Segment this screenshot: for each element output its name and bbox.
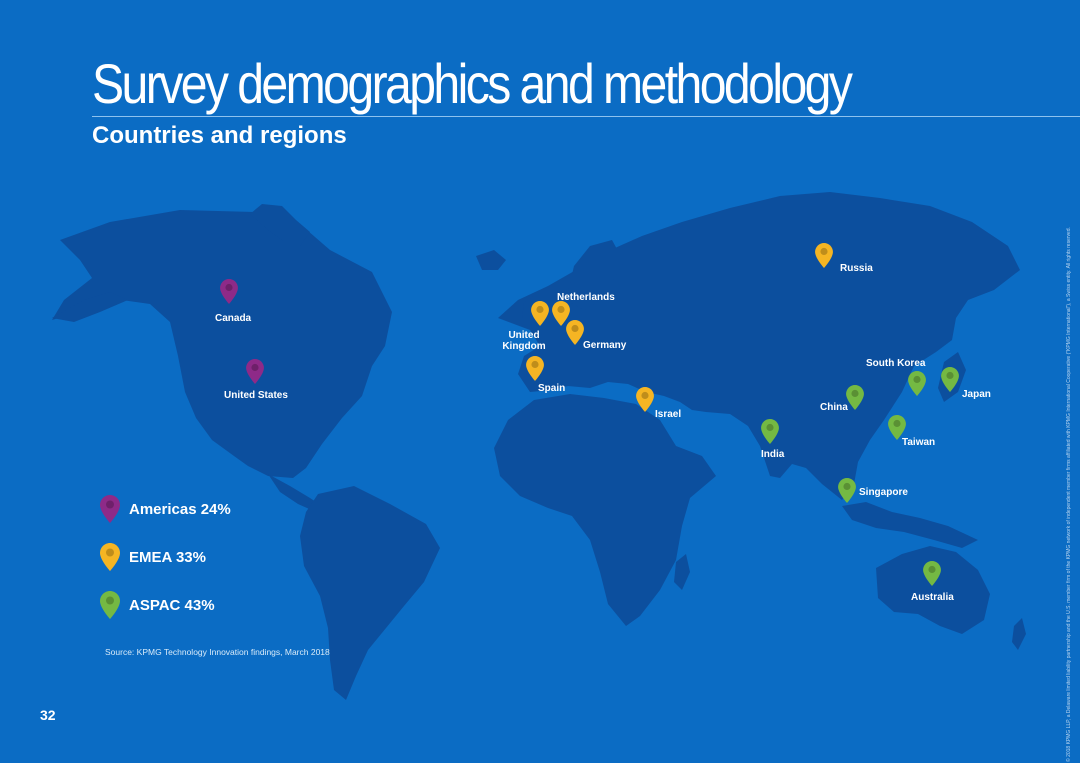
marker-label-spain: Spain (538, 383, 566, 394)
map-pin-icon (220, 279, 238, 309)
map-pin-icon (888, 415, 906, 445)
marker-label-australia: Australia (911, 592, 954, 603)
madagascar-landmass (674, 554, 690, 590)
marker-label-netherlands: Netherlands (557, 292, 615, 303)
marker-label-taiwan: Taiwan (902, 437, 936, 448)
map-pin-icon (636, 387, 654, 417)
eurasia-landmass (498, 192, 1020, 500)
map-pin-icon (100, 495, 120, 528)
marker-label-china: China (820, 402, 848, 413)
south-america-landmass (300, 486, 440, 700)
map-pin-icon (246, 359, 264, 389)
marker-label-japan: Japan (962, 389, 991, 400)
map-pin-icon (923, 561, 941, 591)
map-pin-icon (526, 356, 544, 386)
marker-label-united-states: United States (224, 390, 288, 401)
page-number: 32 (40, 707, 56, 723)
greenland-landmass (476, 250, 506, 270)
map-pin-icon (761, 419, 779, 449)
map-pin-icon (552, 301, 570, 331)
legend-label: Americas 24% (129, 501, 231, 518)
southeast-asia-islands-landmass (842, 502, 978, 548)
map-pin-icon (531, 301, 549, 331)
africa-landmass (494, 394, 716, 626)
alaska-landmass (52, 292, 128, 322)
marker-label-canada: Canada (215, 313, 252, 324)
new-zealand-landmass (1012, 618, 1026, 650)
scandinavia-landmass (566, 240, 624, 310)
copyright-notice: © 2018 KPMG LLP, a Delaware limited liab… (1066, 227, 1072, 762)
legend-label: EMEA 33% (129, 549, 206, 566)
marker-label-singapore: Singapore (859, 487, 908, 498)
marker-label-germany: Germany (583, 340, 627, 351)
map-pin-icon (566, 320, 584, 350)
map-pin-icon (100, 591, 120, 624)
map-pin-icon (100, 543, 120, 576)
legend-label: ASPAC 43% (129, 597, 215, 614)
map-pin-icon (846, 385, 864, 415)
marker-label-india: India (761, 449, 785, 460)
marker-label-united-kingdom: United Kingdom (502, 330, 546, 352)
page-title: Survey demographics and methodology (92, 52, 853, 115)
map-pin-icon (838, 478, 856, 508)
central-america-landmass (268, 474, 322, 512)
map-pin-icon (908, 371, 926, 401)
north-america-landmass (52, 210, 392, 478)
page-subtitle: Countries and regions (92, 122, 347, 149)
australia-landmass (876, 546, 990, 634)
map-pin-icon (815, 243, 833, 273)
map-pin-icon (941, 367, 959, 397)
marker-label-russia: Russia (840, 263, 873, 274)
arctic-islands-landmass (250, 204, 310, 246)
source-note: Source: KPMG Technology Innovation findi… (105, 647, 330, 657)
title-divider (92, 116, 1080, 117)
marker-label-south-korea: South Korea (866, 358, 926, 369)
marker-label-israel: Israel (655, 409, 682, 420)
